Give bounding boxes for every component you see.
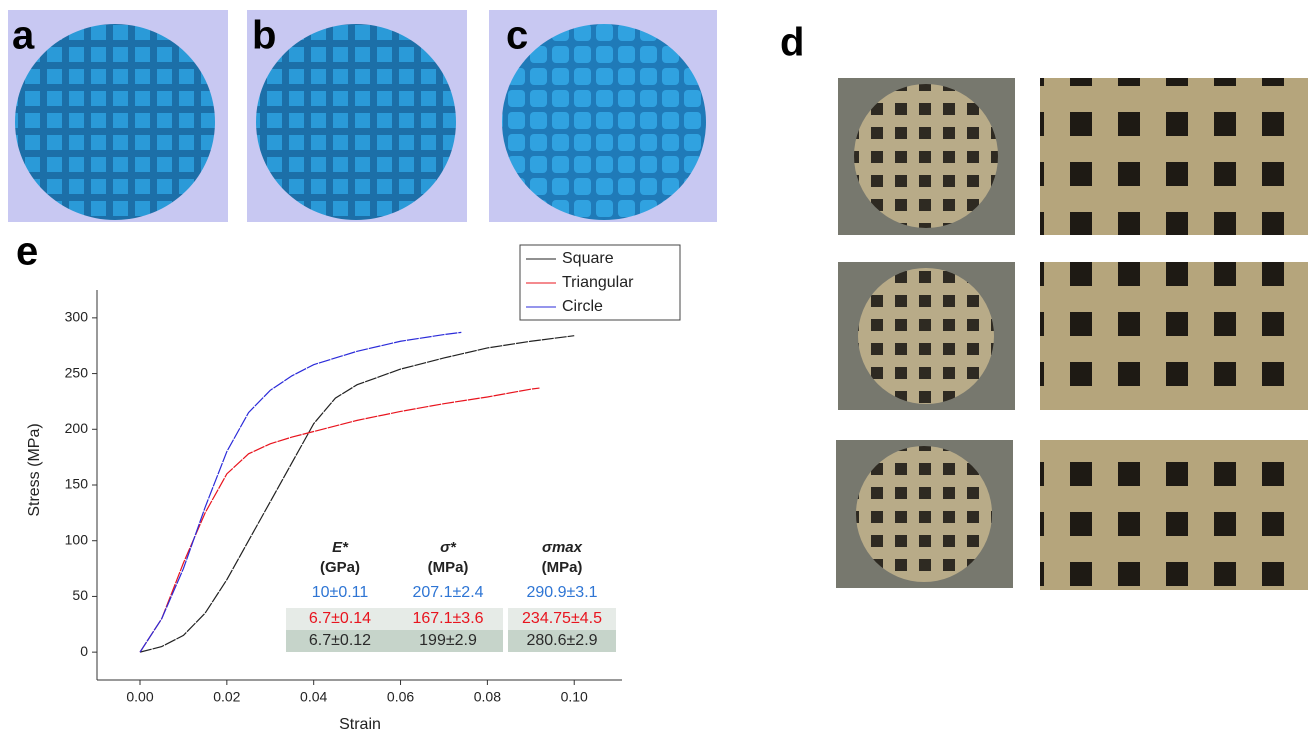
- table-value: 199±2.9: [419, 632, 477, 649]
- x-tick-label: 0.00: [126, 689, 153, 705]
- x-tick-label: 0.02: [213, 689, 240, 705]
- x-tick-label: 0.10: [561, 689, 588, 705]
- panel-label: c: [506, 14, 528, 58]
- x-tick-label: 0.08: [474, 689, 501, 705]
- y-tick-label: 250: [65, 364, 89, 380]
- table-value: 10±0.11: [312, 584, 369, 601]
- table-value: 207.1±2.4: [412, 584, 483, 601]
- table-value: 6.7±0.14: [309, 610, 371, 627]
- table-value: 6.7±0.12: [309, 632, 371, 649]
- table-value: 234.75±4.5: [522, 610, 602, 627]
- y-tick-label: 50: [72, 587, 88, 603]
- y-tick-label: 150: [65, 476, 89, 492]
- table-header: (MPa): [428, 559, 469, 576]
- x-axis-label: Strain: [339, 716, 381, 733]
- table-value: 280.6±2.9: [526, 632, 597, 649]
- panel-label: b: [252, 14, 276, 58]
- x-tick-label: 0.06: [387, 689, 414, 705]
- y-tick-label: 300: [65, 309, 89, 325]
- legend-label: Square: [562, 250, 614, 267]
- table-value: 167.1±3.6: [412, 610, 483, 627]
- y-tick-label: 100: [65, 531, 89, 547]
- table-header: (GPa): [320, 559, 360, 576]
- data-line: [140, 336, 574, 652]
- table-header: σ*: [440, 539, 457, 556]
- panel-label: d: [780, 21, 804, 65]
- table-header: E*: [332, 539, 349, 556]
- legend-label: Triangular: [562, 274, 634, 291]
- y-tick-label: 200: [65, 420, 89, 436]
- data-line: [140, 332, 461, 652]
- y-axis-label: Stress (MPa): [26, 423, 43, 516]
- panel-label: e: [16, 230, 38, 274]
- figure: a b c d e Strain Stress (MPa) 0 50 100 150 2…: [0, 0, 1309, 738]
- table-value: 290.9±3.1: [526, 584, 597, 601]
- table-header: σmax: [542, 539, 583, 556]
- x-tick-label: 0.04: [300, 689, 327, 705]
- legend-label: Circle: [562, 298, 603, 315]
- panel-label: a: [12, 14, 35, 58]
- table-header: (MPa): [542, 559, 583, 576]
- y-tick-label: 0: [80, 643, 88, 659]
